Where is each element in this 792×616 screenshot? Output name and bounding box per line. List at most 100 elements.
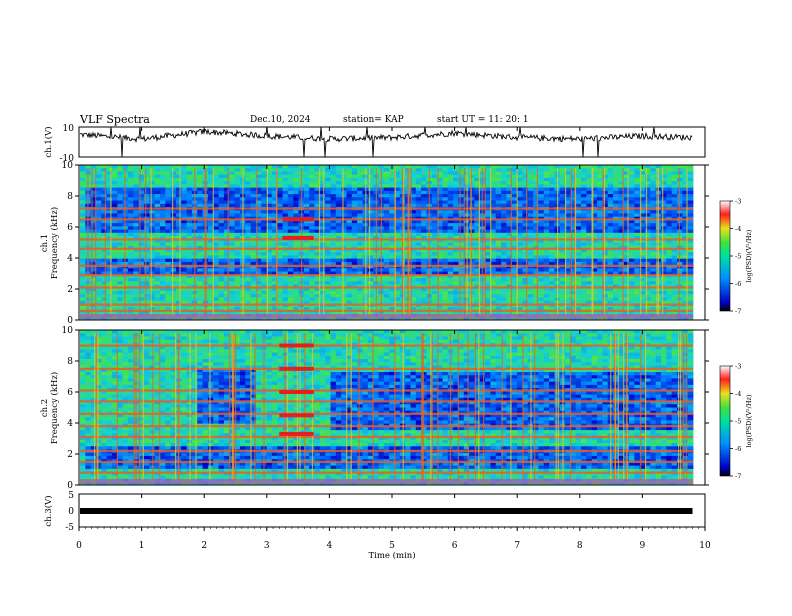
spectrogram-cell	[85, 165, 92, 169]
spectrogram-cell	[607, 171, 614, 176]
spectrogram-cell	[111, 226, 118, 230]
spectrogram-cell	[255, 310, 262, 314]
spectrogram-cell	[447, 181, 454, 185]
spectrogram-cell	[597, 165, 603, 169]
spectrogram-cell	[522, 219, 529, 224]
spectrogram-cell	[570, 187, 577, 192]
spectrogram-cell	[458, 297, 465, 302]
spectrogram-cell	[543, 242, 550, 247]
spectrogram-cell	[415, 248, 422, 253]
spectrogram-cell	[415, 300, 422, 305]
spectrogram-cell	[357, 213, 363, 218]
spectrogram-cell	[106, 213, 113, 218]
spectrogram-cell	[410, 177, 417, 182]
spectrogram-cell	[490, 274, 497, 279]
spectrogram-cell	[346, 284, 353, 289]
spectrogram-cell	[533, 261, 539, 266]
spectrogram-cell	[287, 252, 294, 256]
spectrogram-cell	[543, 210, 550, 214]
spectrogram-cell	[319, 236, 326, 240]
spectrogram-cell	[271, 197, 278, 201]
spectrogram-cell	[149, 226, 156, 230]
spectrogram-cell	[149, 258, 156, 263]
spectrogram-cell	[341, 274, 347, 279]
spectrogram-cell	[234, 203, 241, 208]
spectrogram-cell	[218, 287, 225, 292]
spectrogram-cell	[282, 281, 289, 285]
spectrogram-cell	[335, 226, 342, 230]
spectrogram-cell	[319, 219, 326, 224]
spectrogram-cell	[389, 219, 395, 224]
spectrogram-cell	[245, 213, 251, 218]
spectrogram-cell	[549, 307, 555, 311]
spectrogram-cell	[421, 223, 427, 227]
spectrogram-cell	[181, 294, 188, 298]
spectrogram-cell	[575, 219, 582, 224]
spectrogram-cell	[623, 190, 630, 195]
spectrogram-cell	[607, 181, 614, 185]
spectrogram-cell	[80, 287, 86, 292]
spectrogram-cell	[186, 245, 193, 250]
spectrogram-cell	[159, 187, 166, 192]
spectrogram-cell	[495, 261, 502, 266]
spectrogram-cell	[319, 203, 326, 208]
spectrogram-cell	[95, 310, 102, 314]
spectrogram-cell	[95, 184, 102, 189]
spectrogram-cell	[138, 200, 145, 205]
spectrogram-cell	[474, 177, 481, 182]
spectrogram-cell	[90, 248, 97, 253]
spectrogram-cell	[506, 184, 513, 189]
spectrogram-cell	[223, 300, 230, 305]
spectrogram-cell	[255, 226, 262, 230]
spectrogram-cell	[101, 239, 108, 243]
spectrogram-cell	[165, 174, 172, 179]
spectrogram-cell	[101, 174, 108, 179]
spectrogram-cell	[143, 177, 150, 182]
spectrogram-cell	[218, 184, 225, 189]
spectrogram-cell	[325, 168, 331, 172]
spectrogram-cell	[511, 239, 518, 243]
spectrogram-cell	[618, 242, 625, 247]
spectrogram-cell	[351, 168, 358, 172]
spectrogram-cell	[485, 177, 491, 182]
spectrogram-cell	[106, 200, 113, 205]
spectrogram-cell	[218, 297, 225, 302]
spectrogram-cell	[133, 171, 140, 176]
spectrogram-cell	[101, 177, 108, 182]
spectrogram-cell	[522, 226, 529, 230]
spectrogram-cell	[415, 284, 422, 289]
spectrogram-cell	[330, 187, 337, 192]
spectrogram-cell	[389, 232, 395, 237]
spectrogram-cell	[501, 248, 507, 253]
spectrogram-cell	[154, 239, 161, 243]
spectrogram-cell	[527, 203, 534, 208]
spectrogram-cell	[330, 297, 337, 302]
spectrogram-cell	[421, 177, 427, 182]
spectrogram-cell	[394, 239, 401, 243]
spectrogram-cell	[517, 184, 523, 189]
spectrogram-cell	[95, 187, 102, 192]
spectrogram-cell	[197, 268, 203, 272]
spectrogram-cell	[597, 168, 603, 172]
spectrogram-cell	[186, 210, 193, 214]
spectrogram-cell	[277, 174, 283, 179]
spectrogram-cell	[101, 310, 108, 314]
spectrogram-cell	[101, 245, 108, 250]
spectrogram-cell	[138, 236, 145, 240]
spectrogram-cell	[570, 165, 577, 169]
spectrogram-cell	[575, 177, 582, 182]
spectrogram-cell	[250, 310, 257, 314]
spectrogram-cell	[261, 307, 267, 311]
spectrogram-cell	[90, 268, 97, 272]
spectrogram-cell	[367, 210, 374, 214]
spectrogram-cell	[629, 223, 635, 227]
spectrogram-cell	[490, 223, 497, 227]
spectrogram-cell	[111, 177, 118, 182]
spectrogram-cell	[597, 171, 603, 176]
spectrogram-cell	[543, 226, 550, 230]
spectrogram-cell	[559, 294, 566, 298]
spectrogram-cell	[303, 194, 310, 198]
spectrogram-cell	[111, 242, 118, 247]
spectrogram-cell	[197, 248, 203, 253]
spectrogram-cell	[522, 300, 529, 305]
